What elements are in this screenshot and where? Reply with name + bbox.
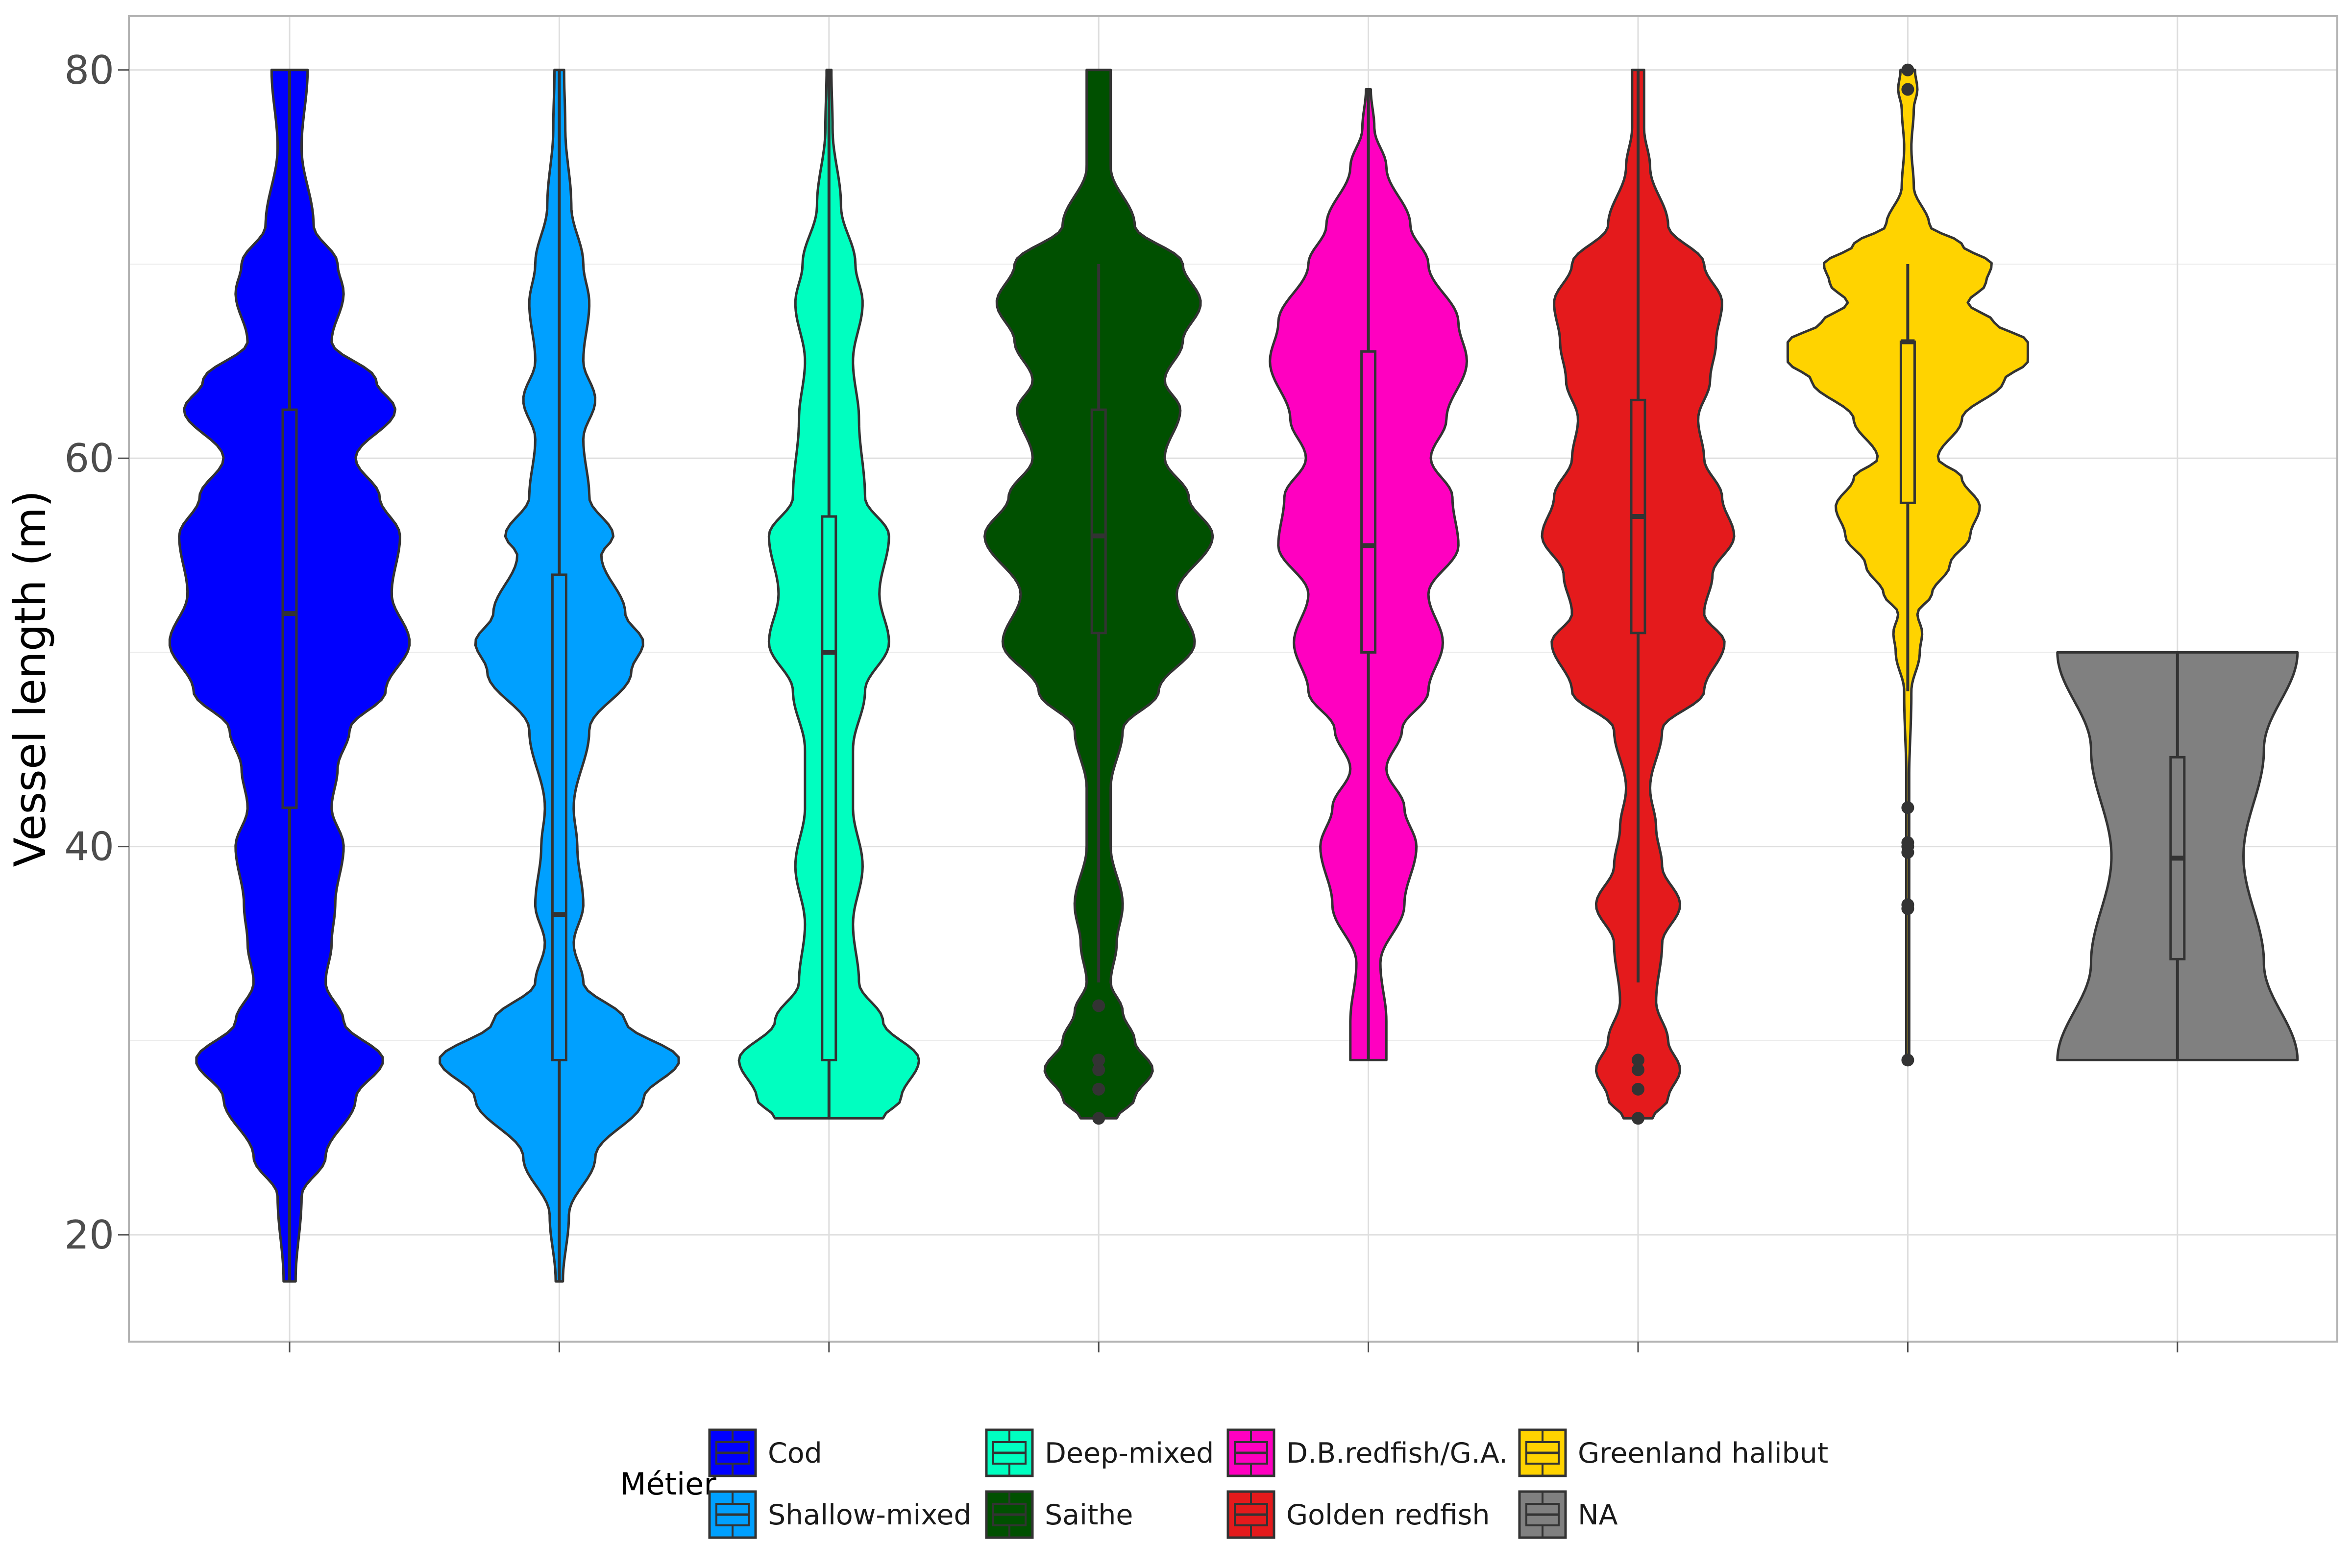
outlier-point xyxy=(1901,1054,1914,1067)
grid-lines xyxy=(129,16,2337,1342)
legend-item-greenland-halibut: Greenland halibut xyxy=(1518,1428,1828,1477)
legend-title: Métier xyxy=(620,1466,716,1502)
legend-item-saithe: Saithe xyxy=(985,1490,1133,1539)
y-axis-title: Vessel length (m) xyxy=(5,490,55,867)
outlier-point xyxy=(1632,1082,1644,1096)
legend-label: D.B.redfish/G.A. xyxy=(1286,1437,1508,1470)
y-tick-label: 20 xyxy=(64,1212,114,1258)
violin-group xyxy=(1541,69,1736,1125)
legend-label: Cod xyxy=(768,1437,822,1470)
violin-group xyxy=(2056,651,2299,1061)
violin-group xyxy=(439,69,680,1283)
box-iqr xyxy=(821,515,837,1061)
legend-item-shallow-mixed: Shallow-mixed xyxy=(708,1490,972,1539)
box-iqr xyxy=(1899,340,1916,504)
legend-item-d-b-redfish-g-a-: D.B.redfish/G.A. xyxy=(1226,1428,1508,1477)
box-iqr xyxy=(551,573,567,1061)
outlier-point xyxy=(1092,999,1105,1012)
legend-item-golden-redfish: Golden redfish xyxy=(1226,1490,1490,1539)
outlier-point xyxy=(1092,1082,1105,1096)
outlier-point xyxy=(1092,1112,1105,1125)
legend-label: Deep-mixed xyxy=(1045,1437,1214,1470)
outlier-point xyxy=(1901,836,1914,849)
violin-group xyxy=(1786,63,2029,1067)
legend-label: Saithe xyxy=(1045,1499,1133,1531)
outlier-point xyxy=(1901,898,1914,911)
legend-item-cod: Cod xyxy=(708,1428,822,1477)
outlier-point xyxy=(1901,801,1914,814)
outlier-point xyxy=(1901,63,1914,76)
y-tick-label: 40 xyxy=(64,824,114,870)
violin-group xyxy=(168,69,411,1283)
y-tick-label: 60 xyxy=(64,436,114,481)
violins xyxy=(168,63,2299,1283)
y-tick-label: 80 xyxy=(64,48,114,93)
violin-group xyxy=(737,69,920,1120)
violin-group xyxy=(983,69,1214,1125)
violin-group xyxy=(1269,88,1468,1061)
legend-label: NA xyxy=(1578,1499,1618,1531)
outlier-point xyxy=(1632,1063,1644,1077)
box-iqr xyxy=(281,408,298,809)
legend-item-na: NA xyxy=(1518,1490,1618,1539)
legend: Métier Cod Shallow-mixed Deep-mixed Saithe D… xyxy=(620,1428,1828,1539)
axis-ticks: 20 40 60 80 xyxy=(64,48,2179,1352)
outlier-point xyxy=(1901,83,1914,96)
outlier-point xyxy=(1632,1054,1644,1067)
legend-item-deep-mixed: Deep-mixed xyxy=(985,1428,1214,1477)
outlier-point xyxy=(1092,1054,1105,1067)
box-iqr xyxy=(1090,408,1107,635)
plot-panel-border xyxy=(128,15,2338,1343)
legend-label: Shallow-mixed xyxy=(768,1499,972,1531)
legend-label: Golden redfish xyxy=(1286,1499,1490,1531)
outlier-point xyxy=(1632,1112,1644,1125)
outlier-point xyxy=(1092,1063,1105,1077)
box-iqr xyxy=(1360,350,1377,654)
legend-label: Greenland halibut xyxy=(1578,1437,1828,1470)
